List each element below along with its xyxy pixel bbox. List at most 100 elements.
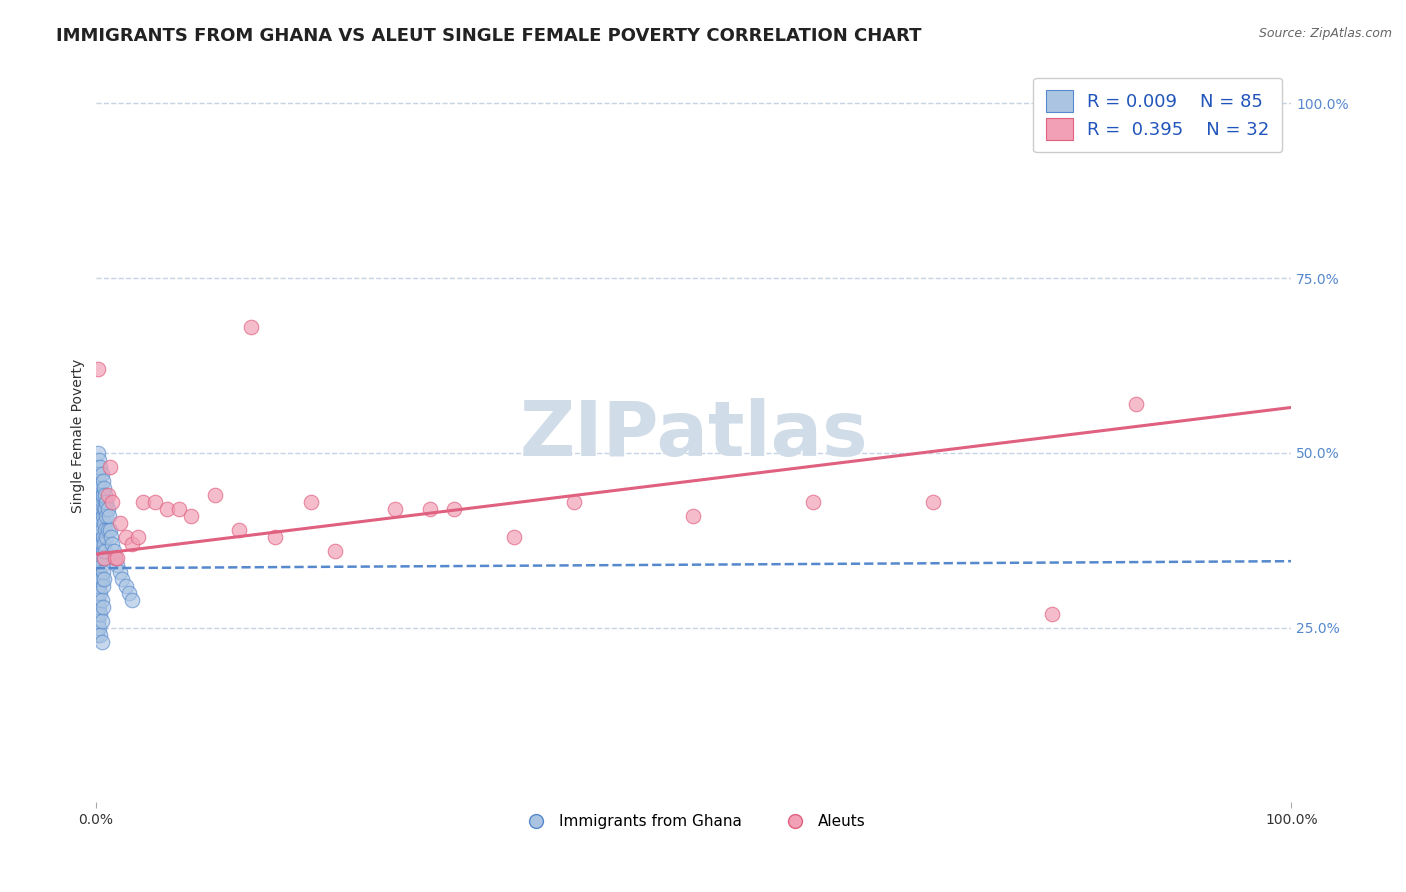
Point xyxy=(91,565,114,579)
Point xyxy=(86,550,108,565)
Point xyxy=(97,508,120,523)
Point xyxy=(87,614,110,628)
Point xyxy=(90,501,112,516)
Point xyxy=(89,495,111,509)
Point xyxy=(89,481,111,495)
Point xyxy=(93,516,115,530)
Point xyxy=(90,537,112,551)
Point xyxy=(103,543,125,558)
Point xyxy=(89,585,111,599)
Point xyxy=(921,495,943,509)
Point xyxy=(86,565,108,579)
Point xyxy=(90,523,112,537)
Point xyxy=(384,501,406,516)
Point xyxy=(443,501,465,516)
Point xyxy=(87,592,110,607)
Point xyxy=(86,495,108,509)
Point xyxy=(105,550,128,565)
Point xyxy=(108,565,131,579)
Point xyxy=(91,474,114,488)
Text: IMMIGRANTS FROM GHANA VS ALEUT SINGLE FEMALE POVERTY CORRELATION CHART: IMMIGRANTS FROM GHANA VS ALEUT SINGLE FE… xyxy=(56,27,922,45)
Y-axis label: Single Female Poverty: Single Female Poverty xyxy=(72,359,86,513)
Point xyxy=(91,599,114,614)
Point xyxy=(87,362,110,376)
Point xyxy=(101,495,124,509)
Point xyxy=(240,320,263,334)
Point xyxy=(121,592,143,607)
Point xyxy=(86,585,108,599)
Point xyxy=(118,585,141,599)
Point xyxy=(1125,397,1147,411)
Point xyxy=(96,508,118,523)
Point xyxy=(91,530,114,544)
Point xyxy=(97,501,120,516)
Point xyxy=(87,488,110,502)
Point xyxy=(105,558,128,572)
Point xyxy=(101,537,124,551)
Point xyxy=(87,579,110,593)
Point xyxy=(114,579,136,593)
Point xyxy=(90,488,112,502)
Point xyxy=(90,634,112,648)
Point xyxy=(89,579,111,593)
Point xyxy=(86,627,108,641)
Point xyxy=(121,537,143,551)
Point xyxy=(90,592,112,607)
Point xyxy=(228,523,250,537)
Point xyxy=(93,537,115,551)
Point xyxy=(91,488,114,502)
Point xyxy=(801,495,824,509)
Point xyxy=(89,537,111,551)
Point xyxy=(89,572,111,586)
Point xyxy=(93,550,115,565)
Point xyxy=(87,537,110,551)
Point xyxy=(264,530,287,544)
Point xyxy=(104,550,127,565)
Point xyxy=(87,501,110,516)
Point xyxy=(180,508,202,523)
Point xyxy=(90,467,112,481)
Point xyxy=(682,508,704,523)
Point xyxy=(89,453,111,467)
Point xyxy=(89,459,111,474)
Point xyxy=(1040,607,1063,621)
Point xyxy=(91,508,114,523)
Point xyxy=(97,523,120,537)
Point xyxy=(89,565,111,579)
Point xyxy=(93,481,115,495)
Point xyxy=(90,572,112,586)
Point xyxy=(503,530,526,544)
Point xyxy=(98,459,121,474)
Point xyxy=(89,607,111,621)
Point xyxy=(94,523,117,537)
Point xyxy=(127,530,149,544)
Point xyxy=(156,501,179,516)
Point xyxy=(419,501,441,516)
Point xyxy=(108,516,131,530)
Point xyxy=(86,481,108,495)
Point xyxy=(204,488,226,502)
Point xyxy=(93,550,115,565)
Point xyxy=(97,488,120,502)
Point xyxy=(91,543,114,558)
Point xyxy=(111,572,134,586)
Text: Source: ZipAtlas.com: Source: ZipAtlas.com xyxy=(1258,27,1392,40)
Point xyxy=(86,516,108,530)
Point xyxy=(89,543,111,558)
Point xyxy=(90,614,112,628)
Point xyxy=(104,550,127,565)
Point xyxy=(100,530,122,544)
Point xyxy=(98,523,121,537)
Point xyxy=(299,495,322,509)
Point xyxy=(96,530,118,544)
Point xyxy=(132,495,155,509)
Point xyxy=(89,516,111,530)
Point xyxy=(323,543,346,558)
Point xyxy=(89,488,111,502)
Legend: Immigrants from Ghana, Aleuts: Immigrants from Ghana, Aleuts xyxy=(515,808,872,835)
Point xyxy=(89,550,111,565)
Point xyxy=(87,558,110,572)
Point xyxy=(93,572,115,586)
Point xyxy=(87,467,110,481)
Point xyxy=(87,446,110,460)
